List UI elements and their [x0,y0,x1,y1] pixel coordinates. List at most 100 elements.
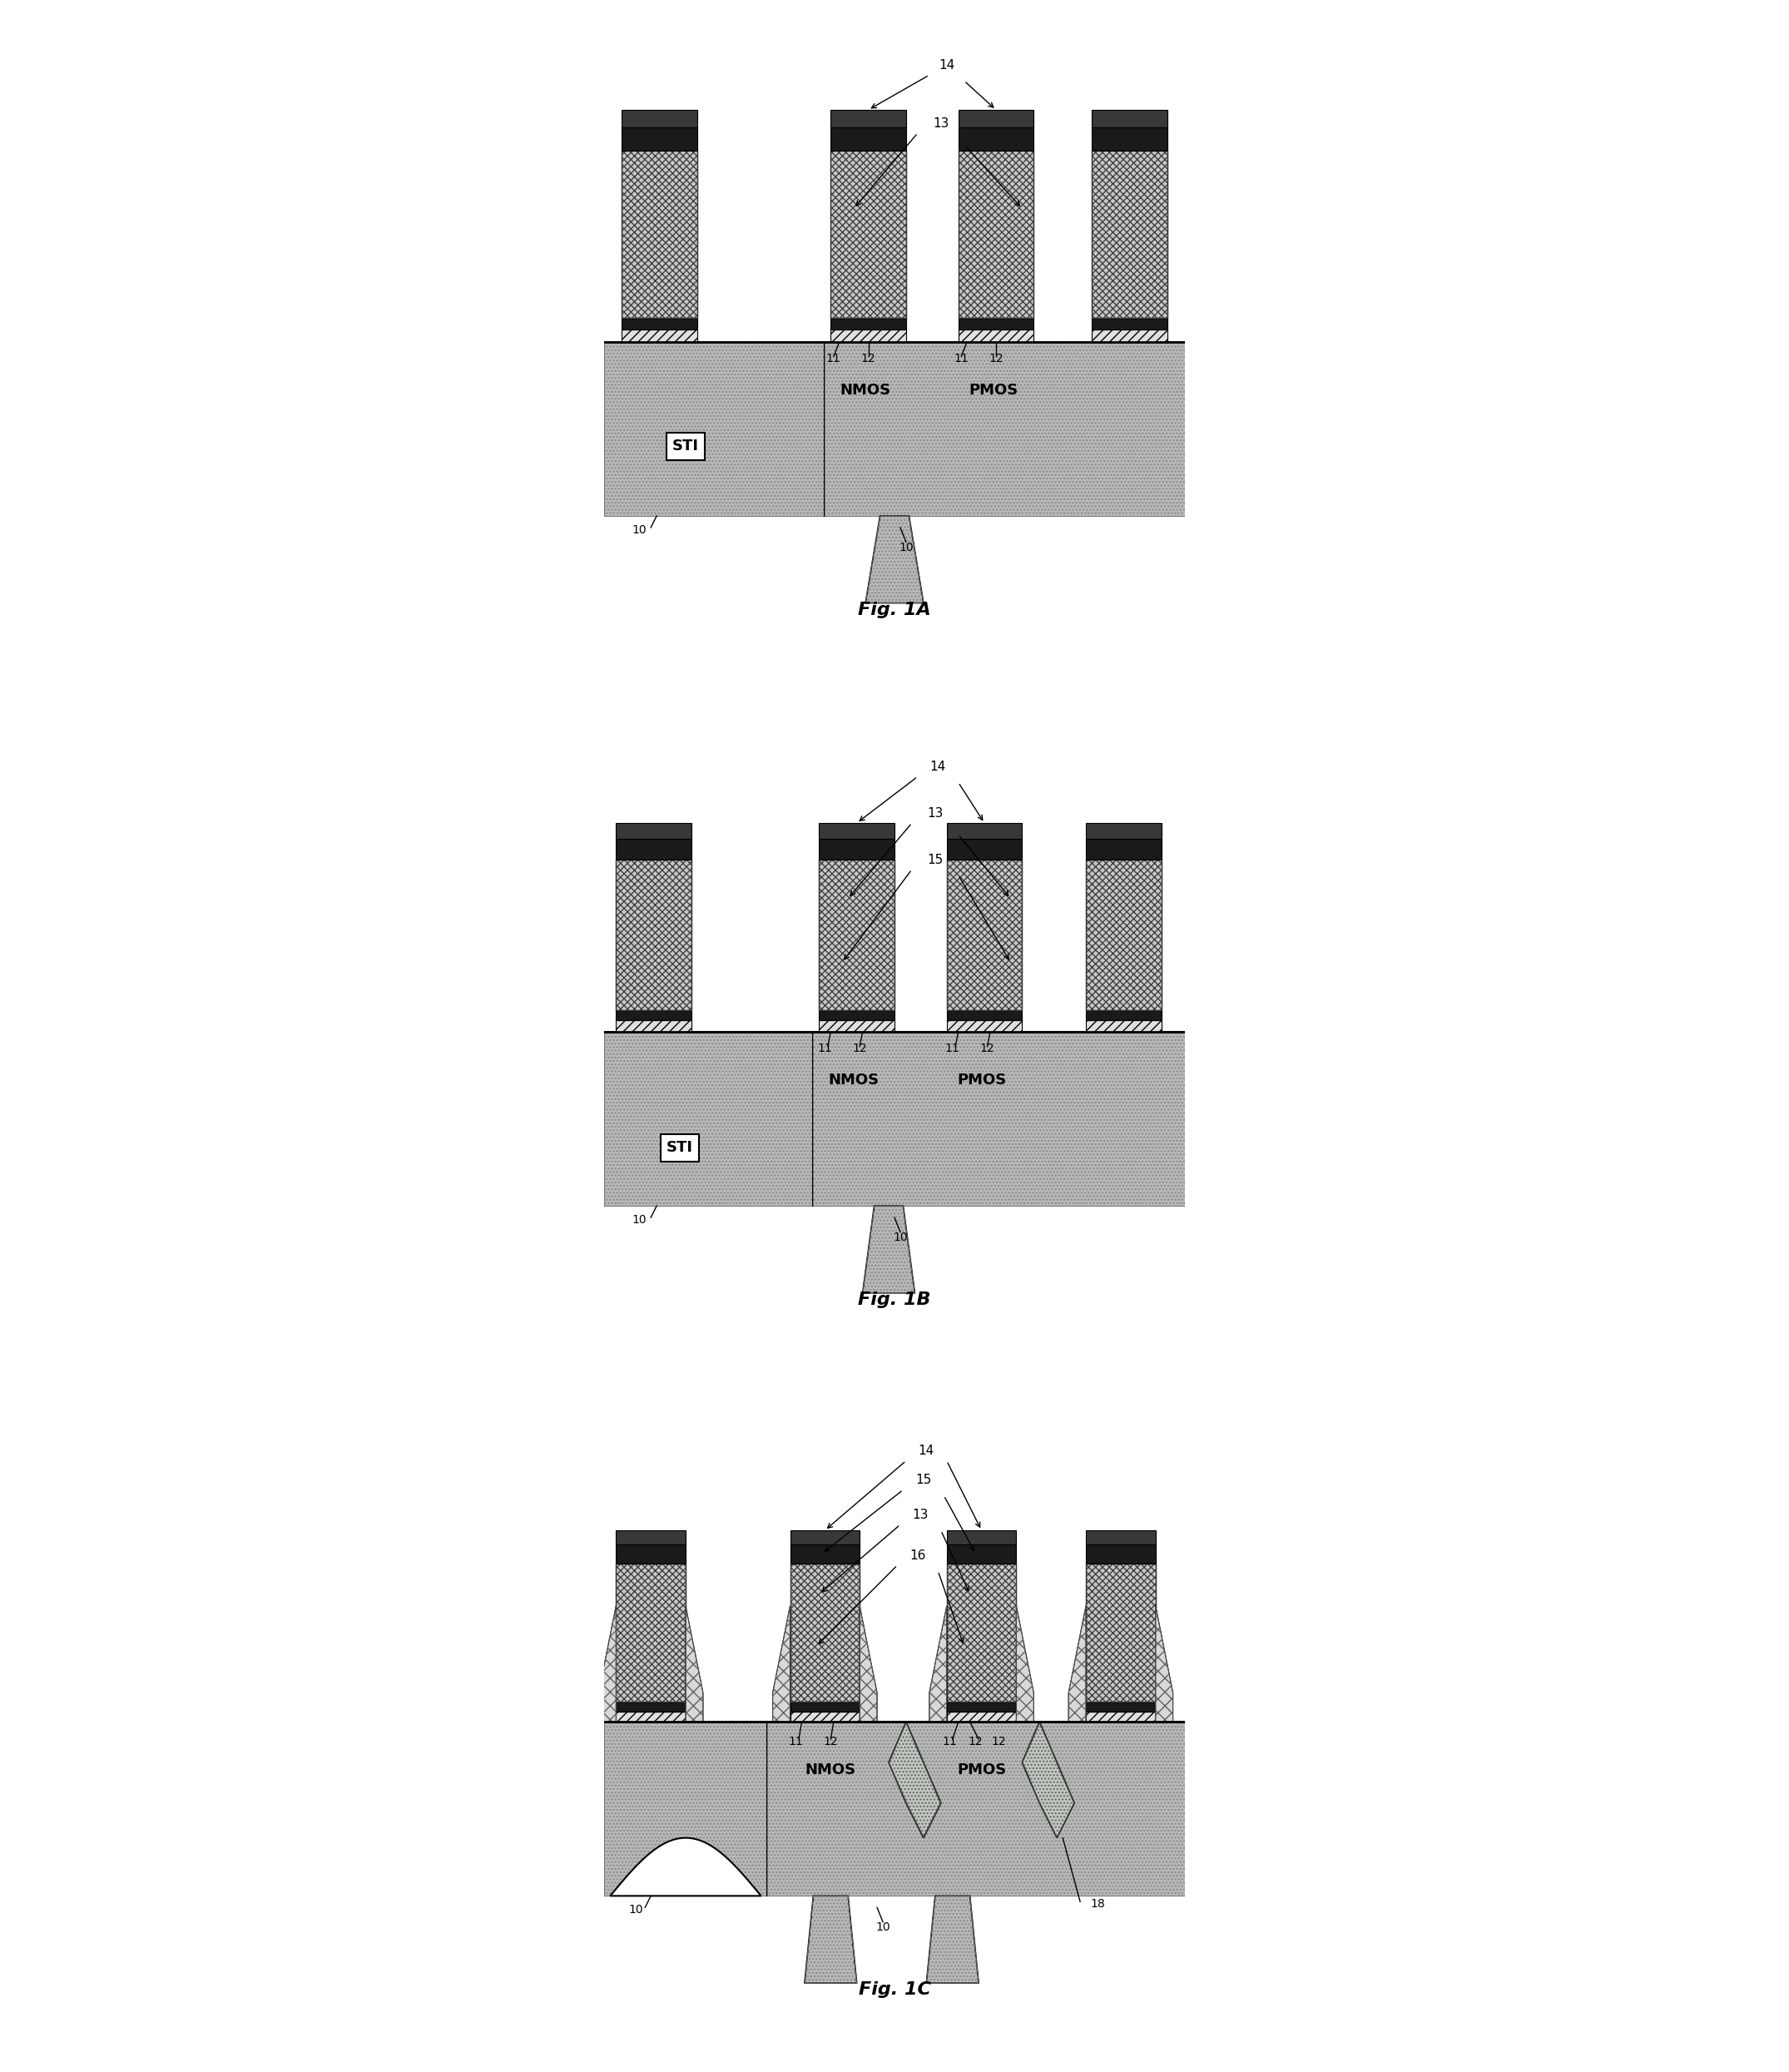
Bar [1086,823,1161,839]
Bar [615,839,692,860]
Text: 11: 11 [945,1042,961,1055]
Bar [1086,839,1161,860]
Text: 14: 14 [939,60,955,73]
Bar [1086,860,1161,1009]
Text: 14: 14 [918,1444,934,1457]
Polygon shape [1022,1722,1075,1838]
Bar [791,1546,861,1564]
Bar [615,1009,692,1019]
Bar [615,1711,685,1722]
Text: 10: 10 [630,1904,644,1917]
Bar [615,1701,685,1711]
Bar [1091,317,1166,329]
Bar [946,1564,1016,1701]
Bar [767,1722,1184,1896]
Bar [830,126,905,151]
Bar [623,110,698,126]
Bar [605,1032,814,1206]
Text: 10: 10 [632,1214,646,1227]
Text: 12: 12 [852,1042,868,1055]
Bar [791,1564,861,1701]
Bar [605,342,825,516]
Bar [605,342,825,516]
Text: 11: 11 [818,1042,832,1055]
Bar [830,329,905,342]
Text: STI: STI [673,439,699,454]
Text: 13: 13 [912,1508,928,1521]
Bar [946,1701,1016,1711]
Bar [959,151,1034,317]
Text: 15: 15 [927,854,943,866]
Bar [1091,126,1166,151]
Bar [946,1009,1022,1019]
Polygon shape [610,1838,760,1896]
Bar [1086,1019,1161,1032]
Bar [791,1564,861,1701]
Text: PMOS: PMOS [957,1763,1005,1778]
Bar [819,860,894,1009]
Bar [615,1564,685,1701]
Polygon shape [1068,1606,1086,1722]
Bar [1086,1531,1156,1546]
Text: 12: 12 [989,352,1004,365]
Polygon shape [889,1722,941,1838]
Bar [615,1019,692,1032]
Bar [791,1531,861,1546]
Text: PMOS: PMOS [957,1073,1005,1088]
Polygon shape [928,1606,946,1722]
Bar [830,317,905,329]
Text: 11: 11 [954,352,968,365]
Text: NMOS: NMOS [805,1763,857,1778]
Bar [819,823,894,839]
Bar [959,317,1034,329]
Bar [959,151,1034,317]
Text: 14: 14 [930,760,946,773]
Bar [946,1019,1022,1032]
Bar [959,329,1034,342]
Bar [1086,1009,1161,1019]
Bar [819,1019,894,1032]
Bar [830,151,905,317]
Bar [791,1711,861,1722]
Text: NMOS: NMOS [828,1073,880,1088]
Text: 12: 12 [861,352,877,365]
Bar [1086,1711,1156,1722]
Text: 18: 18 [1090,1898,1106,1910]
Bar [814,1032,1184,1206]
Text: 12: 12 [991,1736,1005,1747]
Polygon shape [861,1606,877,1722]
Bar [1086,1701,1156,1711]
Polygon shape [599,1606,615,1722]
Bar [1086,1564,1156,1701]
Bar [623,329,698,342]
Polygon shape [927,1896,979,1983]
Bar [959,110,1034,126]
Bar [830,151,905,317]
Text: 11: 11 [789,1736,803,1747]
Bar [830,110,905,126]
Text: 16: 16 [909,1550,925,1562]
Text: 10: 10 [893,1231,907,1243]
Text: 12: 12 [968,1736,982,1747]
Bar [767,1722,1184,1896]
Bar [819,1009,894,1019]
Polygon shape [773,1606,791,1722]
Bar [946,839,1022,860]
Text: Fig. 1A: Fig. 1A [859,601,930,617]
Bar [623,317,698,329]
Polygon shape [685,1606,703,1722]
Text: 11: 11 [827,352,841,365]
Text: 10: 10 [875,1921,891,1933]
Bar [615,823,692,839]
Bar [615,1531,685,1546]
Bar [946,1711,1016,1722]
Bar [1091,110,1166,126]
Bar [605,1722,767,1896]
Bar [946,1546,1016,1564]
Polygon shape [1016,1606,1034,1722]
Bar [615,860,692,1009]
Text: Fig. 1C: Fig. 1C [859,1981,930,1997]
Text: Fig. 1B: Fig. 1B [859,1291,930,1307]
Bar [623,126,698,151]
Polygon shape [1156,1606,1174,1722]
